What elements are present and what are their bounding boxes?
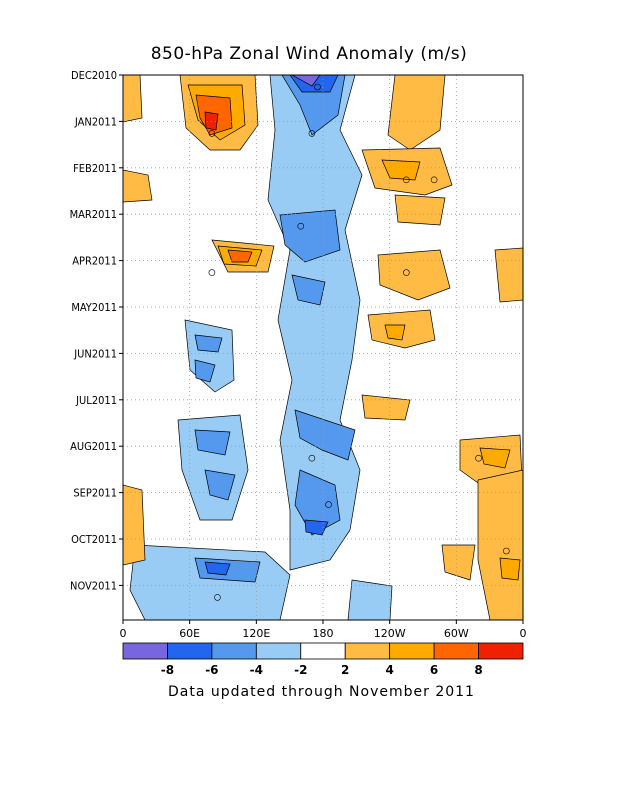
anomaly-extremum [308,130,316,137]
anomaly-extremum [314,83,321,91]
colorbar-label: 4 [385,663,393,677]
anomaly-contour [384,324,406,341]
anomaly-contour [194,359,216,383]
colorbar-swatch [478,642,524,660]
y-tick-label: JAN2011 [74,115,117,128]
anomaly-contour [304,519,329,536]
anomaly-contour [494,247,523,303]
anomaly-extremum [403,269,410,276]
y-tick-label: NOV2011 [70,579,117,592]
colorbar-swatch [300,642,346,660]
x-tick-label: 180 [313,627,334,640]
colorbar-swatch [389,642,435,660]
grid-lines [123,75,523,620]
anomaly-extremum [430,176,438,184]
y-tick-label: JUN2011 [73,347,117,360]
anomaly-extremum [208,269,216,276]
colorbar: -8 -6 -4 -2 2 4 6 8 [122,642,524,677]
plot-area [123,75,523,620]
anomaly-contour [177,414,249,521]
anomaly-contour [294,409,356,461]
anomaly-extremum [308,454,316,462]
anomaly-contour [394,194,446,226]
anomaly-extremum [297,222,305,230]
x-tick-label: 60W [444,627,469,640]
anomaly-extremum [325,501,332,508]
y-tick-label: OCT2011 [71,533,117,546]
anomaly-contour [129,544,291,620]
anomaly-contour [361,394,411,421]
y-tick-label: MAY2011 [71,301,117,314]
colorbar-label: -2 [294,663,307,677]
x-tick-label: 60E [179,627,200,640]
anomaly-extremum [208,130,216,137]
colorbar-swatch [122,642,168,660]
anomaly-contour [377,249,451,301]
colorbar-swatch [255,642,302,660]
colorbar-label: -8 [161,663,174,677]
colorbar-swatch [344,642,391,660]
anomaly-contour [381,159,421,181]
anomaly-contour [194,429,231,456]
anomaly-contour [477,469,523,620]
anomaly-contour [347,579,393,620]
anomaly-contour [479,447,511,469]
y-tick-label: SEP2011 [73,487,117,500]
anomaly-contour [194,334,223,353]
y-tick-label: APR2011 [72,255,117,268]
anomaly-contour [123,169,153,203]
anomaly-extremum [403,176,410,184]
anomaly-contour [204,561,231,576]
anomaly-fields [123,75,523,620]
anomaly-extremum [214,594,221,601]
x-tick-label: 120E [242,627,270,640]
anomaly-contour [123,75,143,123]
y-tick-label: DEC2010 [71,69,117,82]
data-update-note: Data updated through November 2011 [168,684,475,700]
anomaly-extremum [475,454,482,462]
anomaly-extremum [503,547,510,555]
colorbar-label: -4 [250,663,263,677]
x-tick-label: 0 [520,627,527,640]
anomaly-contour [387,75,446,151]
y-tick-label: FEB2011 [73,162,117,175]
anomaly-contour [291,75,321,87]
anomaly-contour [499,557,521,581]
x-tick-label: 0 [120,627,127,640]
colorbar-label: 2 [341,663,349,677]
y-axis: DEC2010 JAN2011 FEB2011 MAR2011 APR2011 MAY20… [70,69,123,592]
x-axis: 0 60E 120E 180 120W 60W 0 [120,620,527,640]
anomaly-contour [227,249,253,263]
y-tick-label: JUL2011 [75,394,117,407]
colorbar-label: 8 [474,663,482,677]
colorbar-swatch [211,642,257,660]
x-tick-label: 120W [374,627,406,640]
colorbar-label: 6 [430,663,438,677]
colorbar-swatch [433,642,479,660]
colorbar-label: -6 [205,663,218,677]
anomaly-contour [441,544,476,581]
y-tick-label: MAR2011 [70,208,117,221]
anomaly-contour [279,209,341,263]
colorbar-swatch [167,642,213,660]
anomaly-contour [291,274,326,306]
anomaly-contour [123,484,146,566]
anomaly-contour [294,469,341,536]
chart-title: 850-hPa Zonal Wind Anomaly (m/s) [150,44,468,64]
y-tick-label: AUG2011 [70,440,117,453]
